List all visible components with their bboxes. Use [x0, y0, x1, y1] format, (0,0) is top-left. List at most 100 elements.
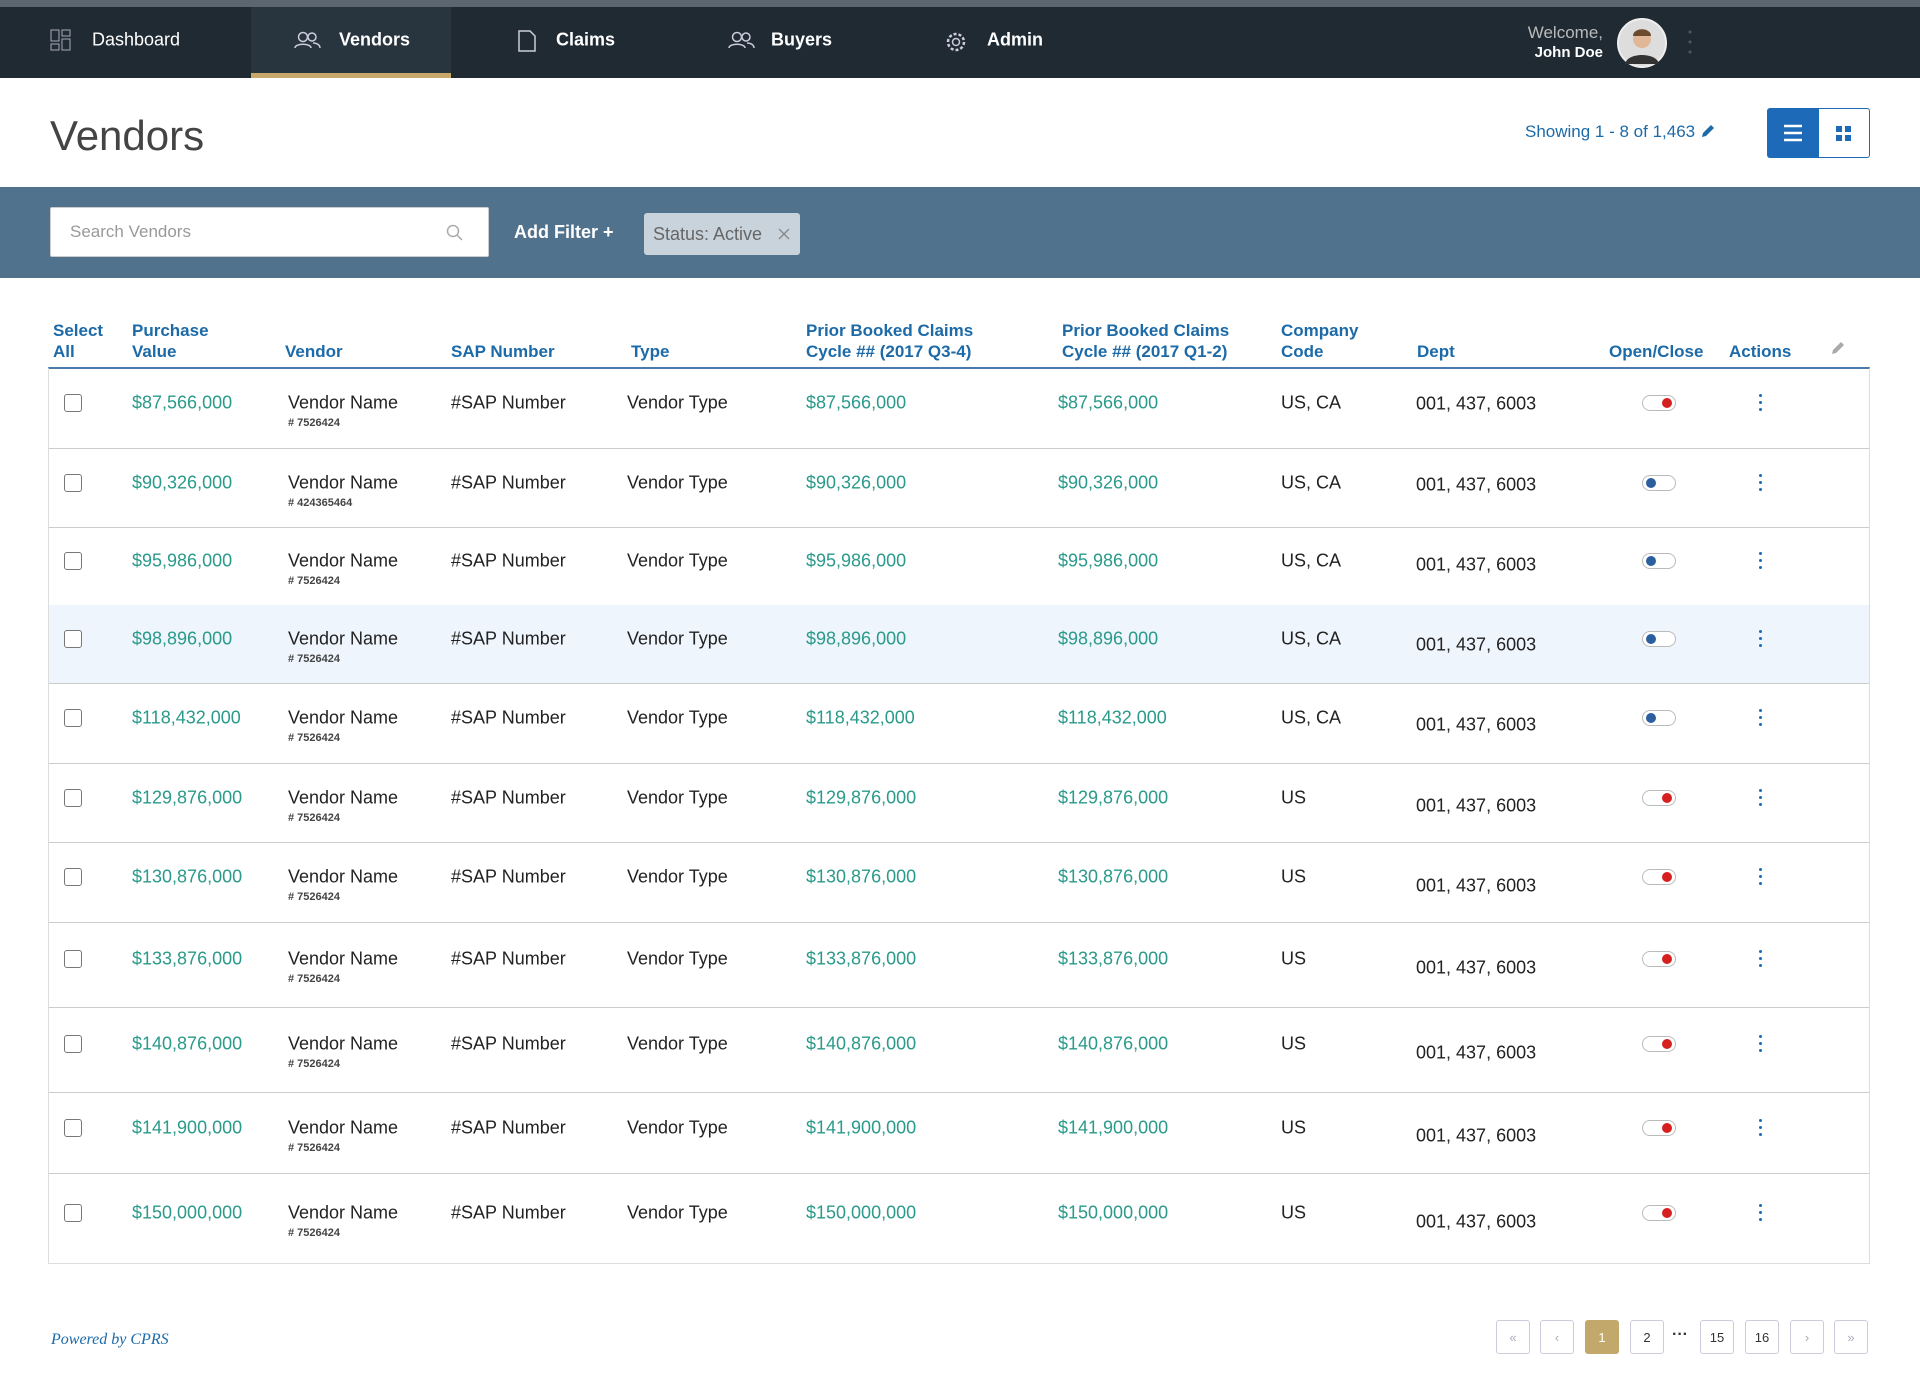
prior-q12[interactable]: $130,876,000 — [1058, 866, 1169, 887]
purchase-value[interactable]: $141,900,000 — [132, 1117, 243, 1138]
purchase-value[interactable]: $98,896,000 — [132, 628, 233, 649]
row-checkbox[interactable] — [64, 1118, 82, 1137]
page-button[interactable]: 2 — [1630, 1320, 1664, 1354]
add-filter[interactable]: Add Filter + — [514, 222, 614, 242]
vendor[interactable]: Vendor Name — [288, 707, 399, 728]
purchase-value[interactable]: $118,432,000 — [132, 707, 241, 728]
more-menu[interactable] — [1687, 28, 1693, 56]
row-actions[interactable] — [1759, 630, 1763, 648]
prior-q12[interactable]: $87,566,000 — [1058, 392, 1159, 413]
row-checkbox[interactable] — [64, 552, 82, 571]
filter-chip[interactable]: Status: Active — [644, 213, 800, 255]
purchase-value[interactable]: $90,326,000 — [132, 472, 233, 493]
row-actions[interactable] — [1759, 1204, 1763, 1222]
column-header[interactable]: Select All — [53, 320, 103, 362]
prior-q34[interactable]: $90,326,000 — [806, 472, 907, 493]
prior-q12[interactable]: $98,896,000 — [1058, 628, 1159, 649]
row-actions[interactable] — [1759, 709, 1763, 727]
vendor[interactable]: Vendor Name — [288, 1202, 399, 1223]
prior-q34[interactable]: $87,566,000 — [806, 392, 907, 413]
column-header[interactable]: Prior Booked Claims Cycle ## (2017 Q1-2) — [1062, 320, 1229, 362]
row-checkbox[interactable] — [64, 1035, 82, 1054]
row-checkbox[interactable] — [64, 473, 82, 492]
page-arrow[interactable]: « — [1496, 1320, 1530, 1354]
open-close-toggle[interactable] — [1642, 394, 1676, 411]
purchase-value[interactable]: $129,876,000 — [132, 787, 243, 808]
vendor[interactable]: Vendor Name — [288, 628, 399, 649]
column-header[interactable]: Prior Booked Claims Cycle ## (2017 Q3-4) — [806, 320, 973, 362]
open-close-toggle[interactable] — [1642, 1119, 1676, 1136]
page-button[interactable]: 16 — [1745, 1320, 1779, 1354]
vendor[interactable]: Vendor Name — [288, 472, 399, 493]
nav-item[interactable]: Buyers — [771, 29, 833, 50]
purchase-value[interactable]: $150,000,000 — [132, 1202, 243, 1223]
user-name[interactable]: John Doe — [1534, 44, 1603, 61]
page-arrow[interactable]: » — [1834, 1320, 1868, 1354]
open-close-toggle[interactable] — [1642, 553, 1676, 570]
row-actions[interactable] — [1759, 552, 1763, 570]
vendor[interactable]: Vendor Name — [288, 866, 399, 887]
prior-q34[interactable]: $130,876,000 — [806, 866, 917, 887]
row-checkbox[interactable] — [64, 788, 82, 807]
prior-q34[interactable]: $133,876,000 — [806, 948, 917, 969]
page-arrow[interactable]: › — [1790, 1320, 1824, 1354]
column-header[interactable]: Type — [631, 341, 669, 362]
column-header[interactable]: Actions — [1729, 341, 1791, 362]
nav-item[interactable]: Claims — [556, 29, 616, 50]
row-actions[interactable] — [1759, 788, 1763, 807]
purchase-value[interactable]: $87,566,000 — [132, 392, 233, 413]
grid-view-button[interactable] — [1818, 108, 1870, 158]
row-actions[interactable] — [1759, 473, 1763, 492]
prior-q34[interactable]: $140,876,000 — [806, 1033, 917, 1054]
edit-count-icon[interactable] — [1700, 123, 1716, 139]
prior-q34[interactable]: $141,900,000 — [806, 1117, 917, 1138]
column-header[interactable]: Open/Close — [1609, 341, 1703, 362]
column-header[interactable]: Vendor — [285, 341, 343, 362]
prior-q34[interactable]: $118,432,000 — [806, 707, 915, 728]
avatar[interactable] — [1617, 18, 1667, 68]
list-view-button[interactable] — [1767, 108, 1818, 158]
column-header[interactable]: Dept — [1417, 341, 1455, 362]
row-checkbox[interactable] — [64, 393, 82, 412]
prior-q12[interactable]: $140,876,000 — [1058, 1033, 1169, 1054]
prior-q12[interactable]: $90,326,000 — [1058, 472, 1159, 493]
prior-q12[interactable]: $133,876,000 — [1058, 948, 1169, 969]
open-close-toggle[interactable] — [1642, 1036, 1676, 1053]
column-header[interactable]: SAP Number — [451, 341, 555, 362]
purchase-value[interactable]: $130,876,000 — [132, 866, 243, 887]
nav-item[interactable]: Admin — [987, 29, 1043, 50]
open-close-toggle[interactable] — [1642, 474, 1676, 491]
open-close-toggle[interactable] — [1642, 631, 1676, 648]
row-checkbox[interactable] — [64, 709, 82, 728]
row-checkbox[interactable] — [64, 630, 82, 649]
open-close-toggle[interactable] — [1642, 710, 1676, 727]
vendor[interactable]: Vendor Name — [288, 1117, 399, 1138]
nav-item[interactable]: Dashboard — [92, 29, 181, 50]
row-actions[interactable] — [1759, 950, 1763, 968]
purchase-value[interactable]: $140,876,000 — [132, 1033, 243, 1054]
page-button[interactable]: 1 — [1585, 1320, 1619, 1354]
vendor[interactable]: Vendor Name — [288, 948, 399, 969]
prior-q34[interactable]: $150,000,000 — [806, 1202, 917, 1223]
row-actions[interactable] — [1759, 393, 1763, 412]
prior-q34[interactable]: $129,876,000 — [806, 787, 917, 808]
open-close-toggle[interactable] — [1642, 1205, 1676, 1222]
row-actions[interactable] — [1759, 868, 1763, 886]
vendor[interactable]: Vendor Name — [288, 392, 399, 413]
row-checkbox[interactable] — [64, 1204, 82, 1223]
prior-q12[interactable]: $141,900,000 — [1058, 1117, 1169, 1138]
page-arrow[interactable]: ‹ — [1540, 1320, 1574, 1354]
nav-item[interactable]: Vendors — [339, 29, 411, 50]
edit-columns-icon[interactable] — [1830, 340, 1846, 356]
open-close-toggle[interactable] — [1642, 951, 1676, 968]
open-close-toggle[interactable] — [1642, 869, 1676, 886]
prior-q12[interactable]: $118,432,000 — [1058, 707, 1167, 728]
purchase-value[interactable]: $95,986,000 — [132, 550, 233, 571]
vendor[interactable]: Vendor Name — [288, 1033, 399, 1054]
open-close-toggle[interactable] — [1642, 789, 1676, 806]
row-checkbox[interactable] — [64, 950, 82, 969]
prior-q12[interactable]: $95,986,000 — [1058, 550, 1159, 571]
vendor[interactable]: Vendor Name — [288, 787, 399, 808]
row-checkbox[interactable] — [64, 868, 82, 887]
prior-q34[interactable]: $95,986,000 — [806, 550, 907, 571]
